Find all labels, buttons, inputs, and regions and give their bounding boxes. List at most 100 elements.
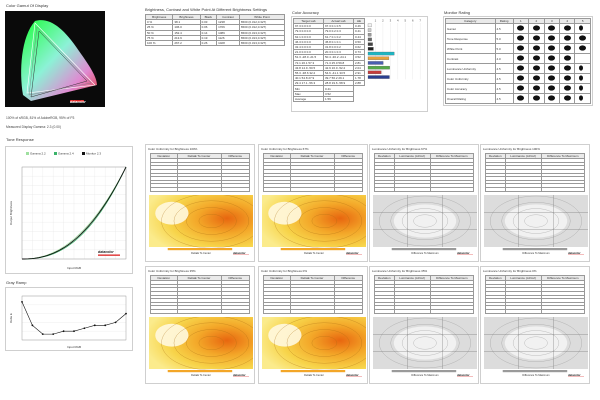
brightness-table: Brightness Brightness Black Contrast White P… [144,13,286,47]
tick-label: 5 [405,19,407,23]
gamut-plot: datacolor [5,11,105,107]
table-cell [289,186,335,192]
star-full-icon [548,65,556,71]
star-full-icon [548,85,556,91]
rating-star-cell [528,63,545,75]
star-full-icon [532,45,540,51]
table-cell [176,308,222,314]
data-point [104,324,107,327]
table-cell [540,308,586,314]
table-cell [289,308,335,314]
table-header-cell: Difference To Maximum [540,152,586,160]
rating-star-cell [512,33,530,45]
star-full-icon [532,55,540,61]
gray-ramp-line [21,301,127,335]
star-full-icon [532,35,540,41]
star-full-icon [517,85,525,91]
luminance-uniformity-map: Difference To Maximum datacolor [484,317,588,377]
plot-frame [21,295,127,341]
gray-scale-bar [391,370,457,373]
legend-swatch [26,152,29,155]
gray-title: Gray Ramp [6,280,27,285]
table-row [263,186,364,192]
rating-star-cell [512,43,530,55]
rating-star-cell [528,43,545,55]
rating-row: Luminance Uniformity 4.5 [445,63,591,75]
rating-star-cell [543,73,561,85]
gamut-gamma: Measured Display Gamma: 2.3 (0.00) [6,125,61,129]
delta-e-bar [367,28,372,32]
uniformity-title: Color Uniformity for Brightness 0% [261,269,308,273]
gamut-title: Color Gamut Of Display [6,3,49,8]
summary-label: Average [293,95,324,103]
legend-item: Gamma 2.4 [58,152,74,156]
data-point [93,324,96,327]
table-header-cell: Difference [333,152,364,160]
uniformity-table: Deviation Luminance (cd/m2) Difference To … [374,152,475,192]
rating-category: Tone Response [445,33,496,45]
star-full-icon [563,85,571,91]
table-row [374,308,475,314]
rating-category: Luminance Uniformity [445,63,496,75]
logo: datacolor [233,373,247,377]
rating-table: Category Rating 1 2 3 4 5 Gamut 4.5 Tone Respons… [445,17,591,105]
table-header-cell: Difference To Maximum [429,152,475,160]
rating-row: Color Uniformity 4.5 [445,73,591,85]
uniformity-table: Deviation DeltaE To Center Difference [150,274,251,314]
logo-bar [98,254,120,256]
color-uniformity-heatmap: DeltaE To Center datacolor [149,195,253,255]
uniformity-footer: DeltaE To Center [304,373,324,377]
delta-e-bar [367,75,390,79]
star-full-icon [548,75,556,81]
rating-star-cell [543,33,561,45]
rating-star-cell [528,53,545,65]
table-header-cell: Luminance (cd/m2) [504,274,542,282]
delta-e-bar [367,51,395,56]
uniformity-table: Deviation Luminance (cd/m2) Difference To … [485,274,586,314]
logo: datacolor [70,100,86,105]
table-cell [263,186,291,192]
rating-panel: Category Rating 1 2 3 4 5 Gamut 4.5 Tone Respons… [443,16,593,106]
rating-star-cell [574,33,591,45]
uniformity-title: Color Uniformity for Brightness 100% [148,147,198,151]
color-uniformity-heatmap: DeltaE To Center datacolor [262,195,366,255]
uniformity-title: Color Uniformity for Brightness 35% [148,269,196,273]
y-axis-label: Delta E [9,313,13,323]
gamut-coverage: 100% of sRGB, 81% of AdobeRGB, 95% of P3 [6,116,75,120]
delta-e-bar [367,70,382,75]
legend-swatch [82,152,85,155]
star-full-icon [517,55,525,61]
summary-row: Average 1.59 [293,95,365,103]
star-full-icon [517,45,525,51]
delta-e-bar [367,42,373,46]
data-point [52,333,55,336]
table-cell [485,186,506,192]
table-header-cell: Difference [333,274,364,282]
rating-category: Contrast [445,53,496,65]
data-point [62,330,65,333]
rating-star-cell [512,53,530,65]
data-point [41,333,44,336]
rating-star-cell [559,93,576,105]
rating-score: 4.5 [494,93,514,105]
table-cell [540,186,586,192]
table-cell [504,308,542,314]
rating-star-cell [528,33,545,45]
uniformity-title: Luminance Uniformity for Brightness 67% [372,147,428,151]
star-full-icon [563,95,571,101]
star-full-icon [579,35,587,41]
logo: datacolor [346,251,360,255]
data-point [125,312,127,315]
table-header-cell: Difference To Maximum [540,274,586,282]
rating-star-cell [574,63,591,75]
rating-star-cell [543,63,561,75]
rating-star-cell [528,23,545,35]
table-row [485,308,586,314]
color-accuracy-bars: 1 2 3 4 5 6 7 [367,19,421,80]
uniformity-table: Deviation DeltaE To Center Difference [263,274,364,314]
star-full-icon [532,95,540,101]
brightness-title: Brightness, Contrast and White Point At … [145,7,267,12]
rating-star-cell [559,73,576,85]
star-full-icon [548,35,556,41]
table-header-cell: 4 [559,17,576,25]
